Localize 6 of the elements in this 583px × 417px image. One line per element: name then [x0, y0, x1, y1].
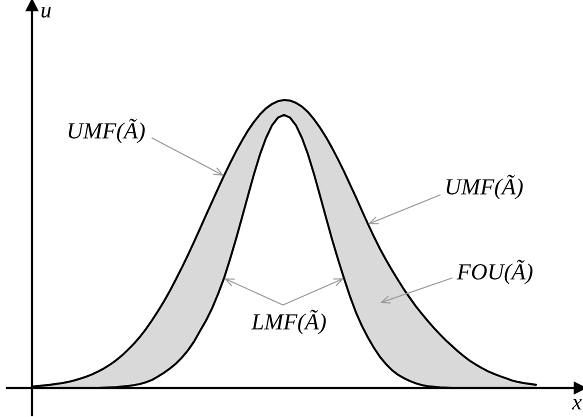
x-axis-title: x: [572, 399, 582, 410]
annotation: UMF(Ã): [68, 118, 145, 144]
annotation: UMF(Ã): [446, 174, 523, 200]
y-axis-title: u: [42, 7, 51, 18]
annotation: FOU(Ã): [456, 260, 532, 284]
annotation: LMF(Ã): [251, 310, 326, 334]
